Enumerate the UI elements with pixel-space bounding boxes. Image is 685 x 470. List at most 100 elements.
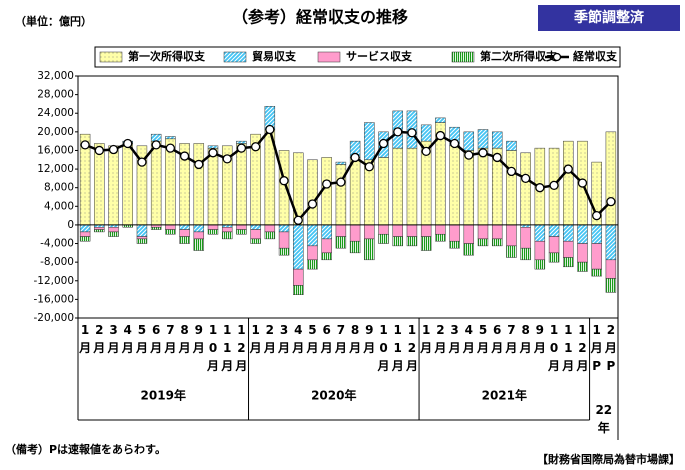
bar-segment xyxy=(520,227,531,249)
y-tick-label: 0 xyxy=(67,219,74,231)
bar-segment xyxy=(264,224,276,233)
bar-segment xyxy=(108,145,119,226)
bar-segment xyxy=(463,224,475,244)
line-point xyxy=(123,138,133,149)
legend-label: サービス収支 xyxy=(346,49,413,63)
line-point xyxy=(492,152,502,163)
bar-segment xyxy=(307,245,318,261)
bar-segment xyxy=(79,236,91,242)
bar-segment xyxy=(463,243,475,256)
bar-segment xyxy=(79,224,91,233)
line-point xyxy=(520,173,531,184)
legend-swatch xyxy=(99,51,123,63)
bar-segment xyxy=(321,157,332,226)
bar-segment xyxy=(165,229,176,235)
bar-segment xyxy=(491,238,503,247)
y-tick-label: -20,000 xyxy=(33,312,74,324)
line-point xyxy=(322,179,332,189)
line-point xyxy=(421,146,431,157)
legend-marker xyxy=(552,52,562,62)
bar-segment xyxy=(108,227,119,233)
bar-segment xyxy=(307,159,318,226)
bar-segment xyxy=(193,143,205,226)
line-point xyxy=(478,148,488,158)
bar-segment xyxy=(392,236,403,247)
legend-label: 経常収支 xyxy=(573,49,618,63)
line-point xyxy=(407,128,417,138)
bar-segment xyxy=(534,259,546,270)
bar-segment xyxy=(94,143,105,226)
bar-segment xyxy=(236,224,247,230)
line-point xyxy=(307,199,318,209)
line-point xyxy=(606,197,616,207)
y-tick-label: -12,000 xyxy=(33,275,74,287)
bar-segment xyxy=(364,238,375,261)
unit-label: （単位：億円） xyxy=(15,14,92,28)
bar-segment xyxy=(207,145,219,149)
bar-segment xyxy=(364,224,375,240)
bar-segment xyxy=(548,236,560,254)
line-point xyxy=(506,166,517,177)
bar-segment xyxy=(321,252,332,261)
source: 【財務省国際局為替市場課】 xyxy=(537,452,680,466)
bar-segment xyxy=(136,236,148,240)
bar-segment xyxy=(605,278,617,293)
bar-segment xyxy=(307,259,318,270)
bar-segment xyxy=(179,236,190,244)
year-label: 2020年 xyxy=(311,388,356,403)
line-point xyxy=(364,162,374,172)
note: （備考）Pは速報値をあらわす。 xyxy=(5,442,166,456)
bar-segment xyxy=(406,224,418,237)
legend-label: 第二次所得収支 xyxy=(480,49,558,63)
bar-segment xyxy=(179,224,190,230)
bar-segment xyxy=(94,227,105,230)
year-label: 22 年 xyxy=(595,403,612,435)
line-point xyxy=(577,178,588,188)
bar-segment xyxy=(349,224,361,242)
plot-frame xyxy=(77,75,619,319)
line-point xyxy=(165,143,176,153)
bar-segment xyxy=(506,224,517,247)
line-point xyxy=(449,138,460,149)
bar-segment xyxy=(250,229,261,240)
bar-segment xyxy=(150,140,162,226)
bar-segment xyxy=(420,236,432,251)
bar-segment xyxy=(278,247,290,256)
bar-segment xyxy=(321,224,332,240)
year-label: 2021年 xyxy=(482,388,527,403)
bar-segment xyxy=(307,224,318,247)
bar-segment xyxy=(278,224,290,233)
y-tick-label: -8,000 xyxy=(40,256,74,268)
bar-segment xyxy=(406,147,418,226)
bar-segment xyxy=(378,233,389,244)
bar-segment xyxy=(548,224,560,237)
bar-segment xyxy=(548,252,560,263)
chart-title: （参考）経常収支の推移 xyxy=(232,8,408,27)
bar-segment xyxy=(378,157,389,226)
y-tick-label: -16,000 xyxy=(33,293,74,305)
bar-segment xyxy=(264,231,276,240)
bar-segment xyxy=(108,231,119,237)
bar-segment xyxy=(491,224,503,240)
bar-segment xyxy=(150,227,162,230)
bar-segment xyxy=(364,122,375,161)
bar-segment xyxy=(122,143,133,226)
bar-segment xyxy=(591,224,602,244)
line-point xyxy=(535,183,545,193)
